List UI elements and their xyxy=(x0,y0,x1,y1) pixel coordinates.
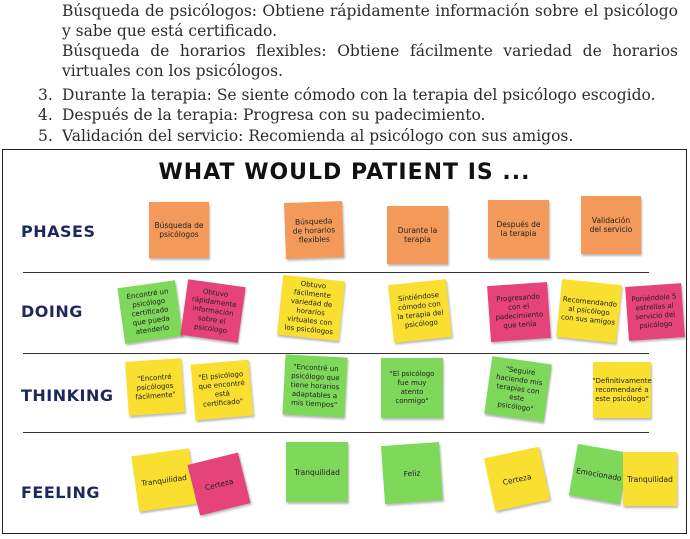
sticky-note-thinking: "Encontré un psicólogo que tiene horario… xyxy=(282,354,348,418)
sticky-note-phase: Validación del servicio xyxy=(581,196,641,254)
sticky-note-feeling: Certeza xyxy=(483,446,551,512)
paragraph-psychologist-search: Búsqueda de psicólogos: Obtiene rápidame… xyxy=(62,2,678,40)
row-label-feeling: FEELING xyxy=(21,483,100,502)
row-divider xyxy=(23,353,649,354)
row-label-doing: DOING xyxy=(21,302,83,321)
sticky-note-phase: Durante la terapia xyxy=(387,206,448,264)
sticky-note-feeling: Feliz xyxy=(381,442,443,504)
sticky-note-doing: Recomendando al psicólogo con sus amigos xyxy=(556,279,622,343)
list-text: Después de la terapia: Progresa con su p… xyxy=(62,106,486,124)
paragraph-schedule-search: Búsqueda de horarios flexibles: Obtiene … xyxy=(62,42,678,80)
sticky-note-doing: Poniéndole 5 estrellas al servicio del p… xyxy=(625,283,685,341)
list-number: 3. xyxy=(38,86,53,104)
board-title: WHAT WOULD PATIENT IS ... xyxy=(158,160,531,185)
row-divider xyxy=(23,432,649,433)
row-label-thinking: THINKING xyxy=(21,386,114,405)
sticky-note-doing: Encontré un psicólogo certificado que pu… xyxy=(117,280,183,344)
sticky-note-feeling: Tranquilidad xyxy=(131,448,197,512)
sticky-note-doing: Obtuvo rápidamente información sobre el … xyxy=(180,279,246,343)
sticky-note-thinking: "El psicólogo que encontré está certific… xyxy=(190,359,254,421)
sticky-note-feeling: Tranquilidad xyxy=(286,442,348,502)
sticky-note-feeling: Emocionado xyxy=(568,443,630,505)
sticky-note-thinking: "Seguiré haciendo mis terapias con este … xyxy=(484,356,552,422)
sticky-note-phase: Búsqueda de psicólogos xyxy=(149,202,209,258)
sticky-note-feeling: Certeza xyxy=(187,452,251,516)
sticky-note-thinking: "Encontré psicólogos fácilmente" xyxy=(125,358,185,416)
list-number: 5. xyxy=(38,127,53,145)
sticky-note-thinking: "El psicólogo fue muy atento conmigo" xyxy=(381,358,443,418)
sticky-note-doing: Progresando con el padecimiento que tení… xyxy=(487,281,551,343)
row-label-phases: PHASES xyxy=(21,222,96,241)
list-item-after-therapy: 4. Después de la terapia: Progresa con su… xyxy=(38,105,486,125)
sticky-note-phase: Después de la terapia xyxy=(488,200,549,258)
sticky-note-doing: Obtuvo fácilmente variedad de horarios v… xyxy=(277,274,345,342)
sticky-note-doing: Sintiéndose cómodo con la terapia del ps… xyxy=(388,279,452,343)
sticky-note-thinking: "Definitivamente recomendaré a este psic… xyxy=(592,362,652,418)
list-item-service-validation: 5. Validación del servicio: Recomienda al… xyxy=(38,126,573,146)
list-text: Validación del servicio: Recomienda al p… xyxy=(62,127,574,145)
list-text: Durante la terapia: Se siente cómodo con… xyxy=(62,86,656,104)
row-divider xyxy=(23,272,649,273)
journey-map-board: WHAT WOULD PATIENT IS ... PHASES DOING T… xyxy=(2,149,687,534)
sticky-note-phase: Búsqueda de horarios flexibles xyxy=(284,201,344,259)
list-item-during-therapy: 3. Durante la terapia: Se siente cómodo c… xyxy=(38,85,656,105)
list-number: 4. xyxy=(38,106,53,124)
sticky-note-feeling: Tranquilidad xyxy=(623,452,677,506)
